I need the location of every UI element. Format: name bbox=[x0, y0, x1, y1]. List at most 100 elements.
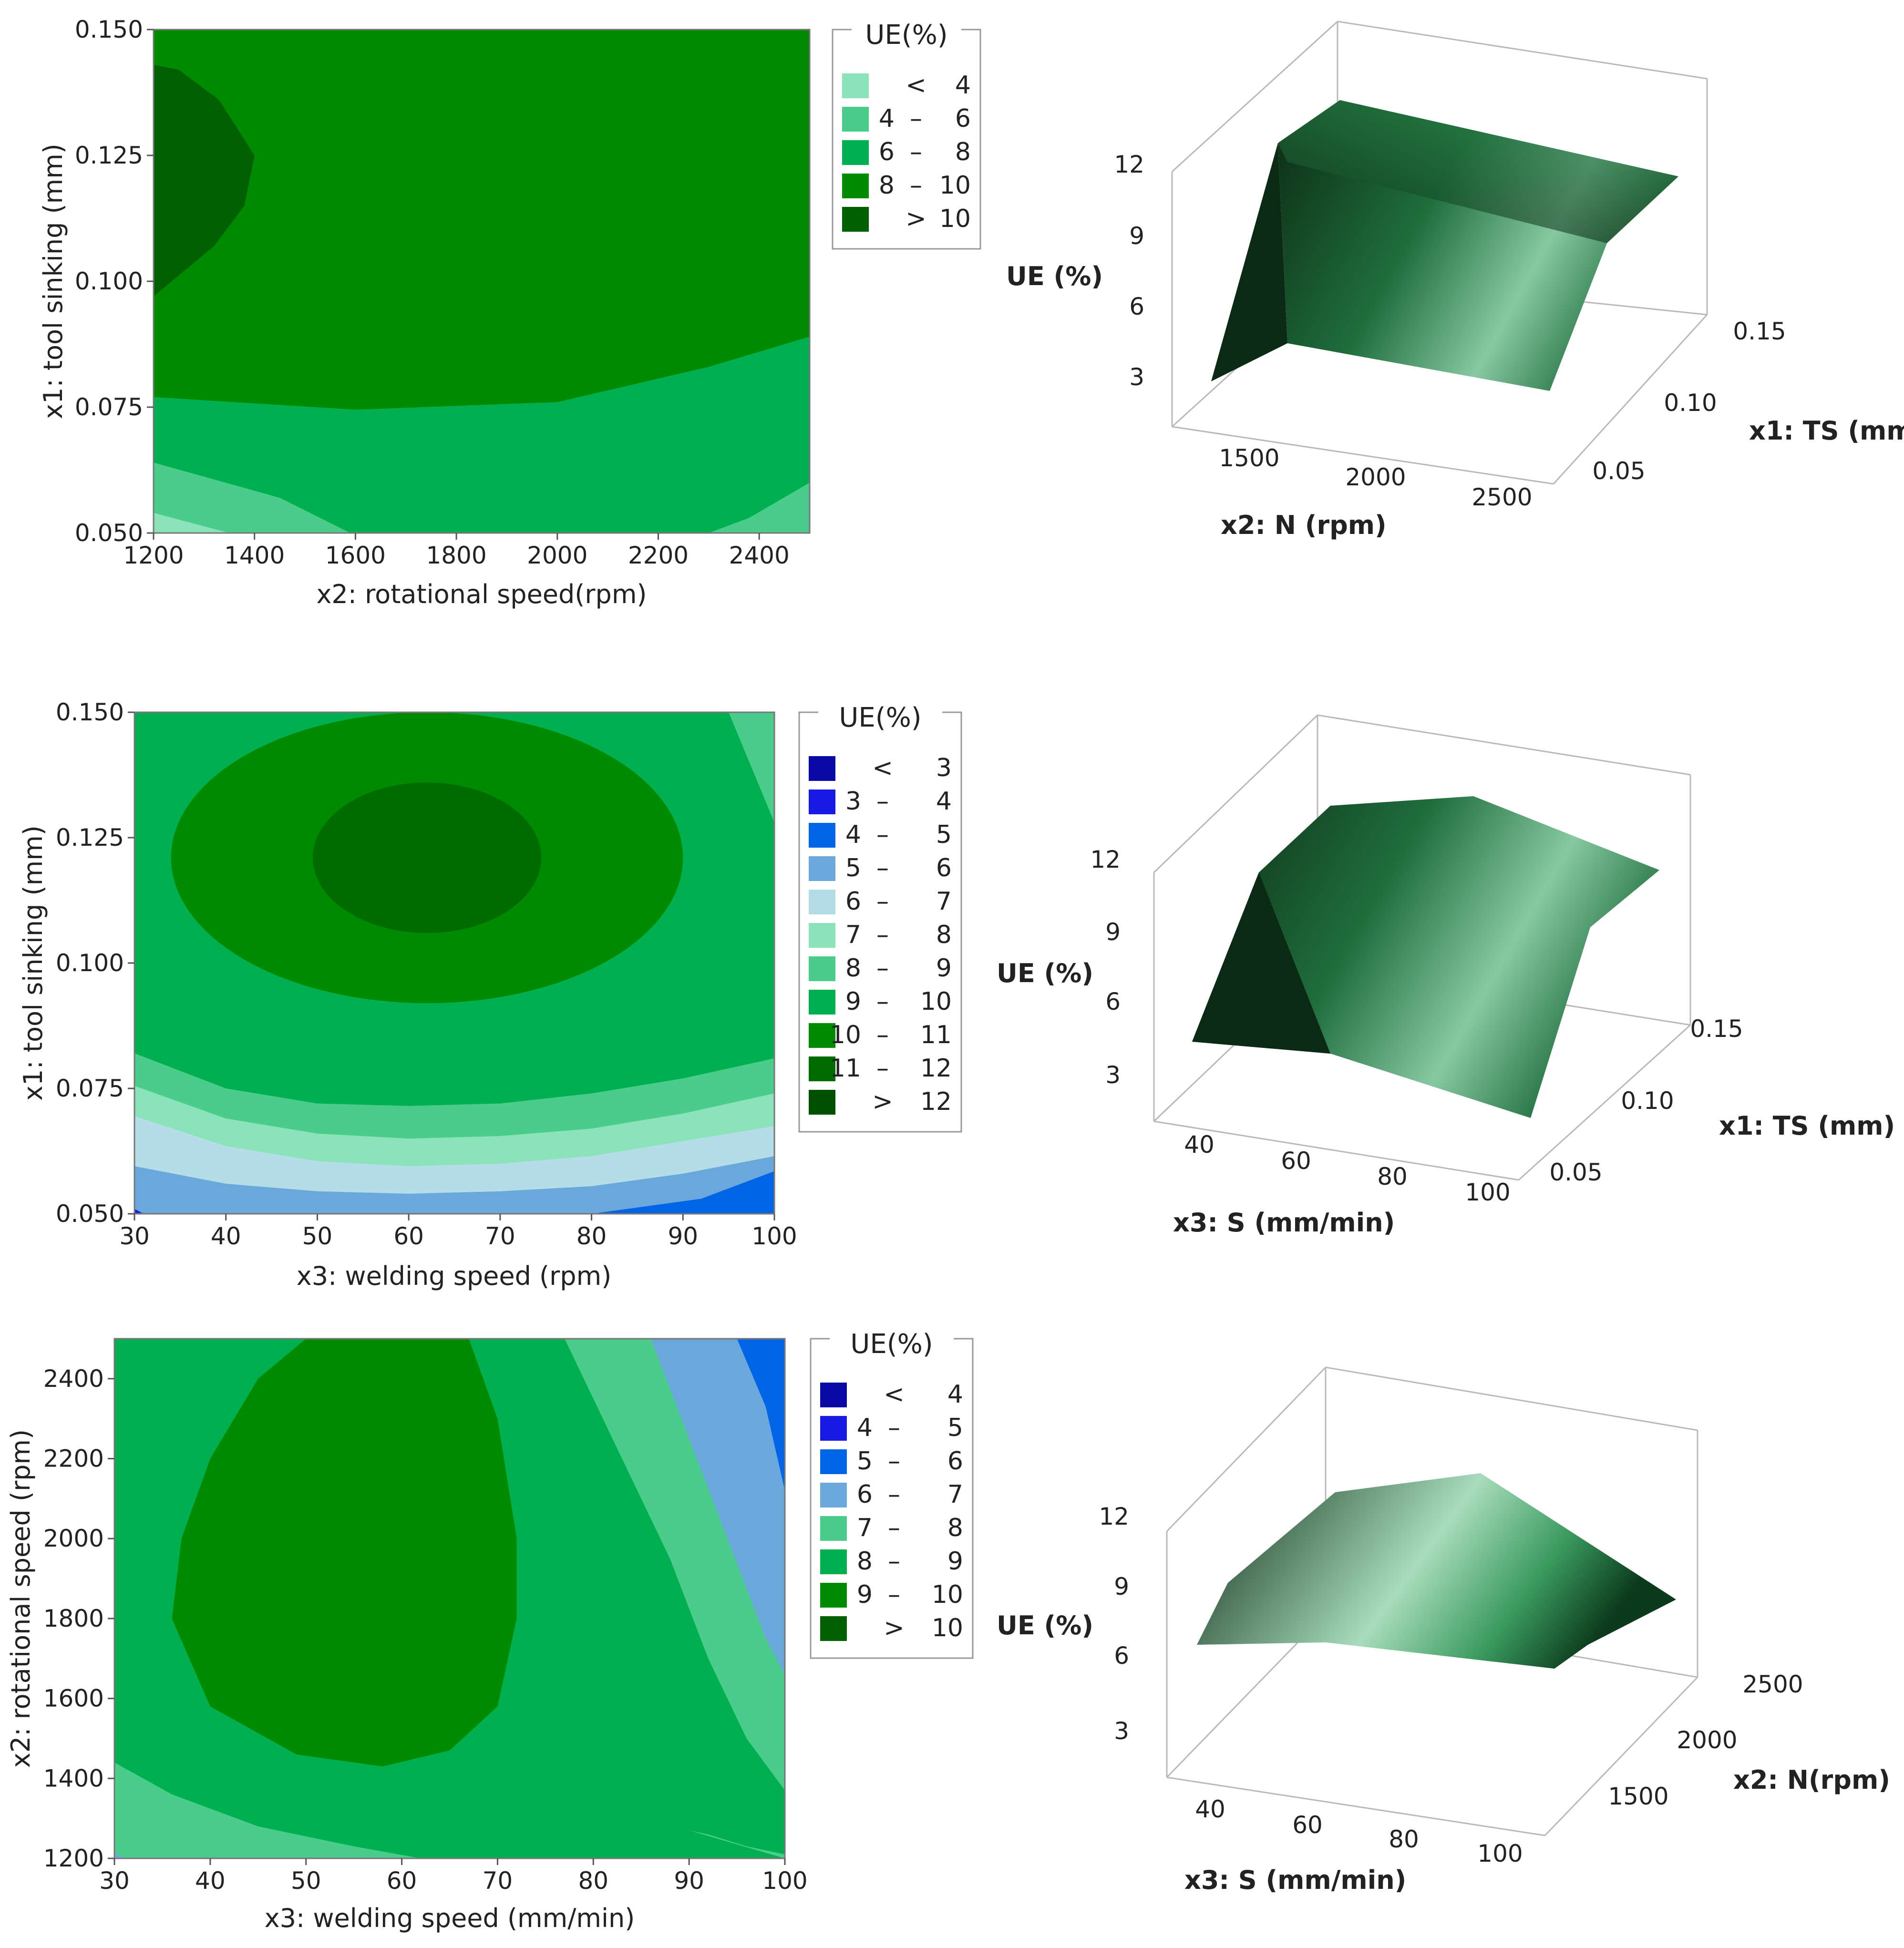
contour2-legend-lo: 7 bbox=[845, 921, 861, 949]
contour3-legend-op: – bbox=[888, 1414, 900, 1442]
contour3-legend-lo: 7 bbox=[857, 1514, 873, 1542]
surface-plot-1: 3 6 9 12 1500 2000 2500 0.05 0.10 0.15 UE (%) x… bbox=[1006, 21, 1904, 540]
surface-xtick-label: 2000 bbox=[1345, 463, 1406, 491]
surface1-zticks: 3 6 9 12 bbox=[1114, 151, 1144, 391]
contour2-legend-swatch bbox=[809, 890, 835, 914]
contour2-legend-swatch bbox=[809, 823, 835, 848]
contour2-legend-lo: 3 bbox=[845, 787, 861, 816]
surface2-zlabel: UE (%) bbox=[997, 958, 1093, 988]
contour2-legend-op: – bbox=[876, 887, 889, 916]
contour1-legend-op: – bbox=[910, 171, 922, 200]
surface-ztick-label: 3 bbox=[1105, 1061, 1121, 1089]
contour2-region-4 bbox=[591, 1171, 774, 1214]
contour1-ytick-label: 0.150 bbox=[75, 16, 143, 43]
surface1-mesh bbox=[1211, 100, 1678, 391]
surface-ztick-label: 3 bbox=[1114, 1717, 1129, 1745]
contour3-yticks: 1200 1400 1600 1800 2000 2200 2400 bbox=[43, 1365, 114, 1872]
contour2-region-5 bbox=[134, 1209, 144, 1214]
surface-xtick-label: 80 bbox=[1389, 1825, 1419, 1853]
contour2-legend-op: – bbox=[876, 921, 889, 949]
contour2-xtick-label: 70 bbox=[485, 1222, 515, 1250]
contour3-legend-hi: 10 bbox=[932, 1614, 963, 1642]
contour2-legend-hi: 8 bbox=[936, 921, 952, 949]
contour2-legend-lo: 5 bbox=[845, 854, 861, 882]
surface-ytick-label: 2500 bbox=[1742, 1671, 1803, 1698]
contour3-legend-title: UE(%) bbox=[850, 1329, 933, 1360]
surface2-xticks: 40 60 80 100 bbox=[1184, 1131, 1511, 1206]
contour3-xtick-label: 90 bbox=[674, 1867, 704, 1895]
surface1-xlabel: x2: N (rpm) bbox=[1221, 510, 1387, 540]
contour2-legend-hi: 7 bbox=[936, 887, 952, 916]
contour3-xtick-label: 30 bbox=[99, 1867, 130, 1895]
contour1-xlabel: x2: rotational speed(rpm) bbox=[316, 579, 647, 609]
contour1-legend-swatch bbox=[842, 73, 869, 98]
contour3-legend-swatch bbox=[820, 1483, 847, 1507]
contour2-legend-frame bbox=[798, 711, 962, 1133]
contour1-legend-op: > bbox=[906, 205, 926, 233]
surface-xtick-label: 60 bbox=[1281, 1147, 1311, 1175]
contour-plot-2: 30 40 50 60 70 80 90 100 0.0500.0750.1000.1250.… bbox=[18, 698, 962, 1291]
contour1-xticks: 1200 1400 1600 1800 2000 2200 2400 bbox=[123, 533, 790, 569]
contour1-legend-lo: 8 bbox=[879, 171, 895, 200]
contour3-legend-lo: 9 bbox=[857, 1580, 873, 1609]
surface3-zticks: 3 6 9 12 bbox=[1099, 1503, 1129, 1745]
surface3-xlabel: x3: S (mm/min) bbox=[1184, 1865, 1406, 1895]
contour3-legend-swatch bbox=[820, 1583, 847, 1608]
contour2-xticks: 30 40 50 60 70 80 90 100 bbox=[119, 1214, 797, 1250]
surface-ytick-label: 0.15 bbox=[1690, 1015, 1743, 1043]
contour2-legend-lo: 10 bbox=[830, 1021, 861, 1049]
surface2-ylabel: x1: TS (mm) bbox=[1719, 1111, 1895, 1141]
contour2-legend-swatch bbox=[809, 1056, 835, 1081]
contour1-ytick-label: 0.125 bbox=[75, 142, 143, 169]
surface2-face-left bbox=[1192, 872, 1330, 1054]
surface-ztick-label: 9 bbox=[1105, 918, 1121, 946]
contour2-legend-op: – bbox=[876, 820, 889, 849]
contour3-legend-hi: 4 bbox=[947, 1380, 963, 1409]
contour3-ytick-label: 2400 bbox=[43, 1365, 104, 1393]
contour3-legend-op: – bbox=[888, 1447, 900, 1476]
contour1-legend-swatch bbox=[842, 174, 869, 198]
contour1-fill bbox=[154, 30, 810, 533]
contour3-legend-swatch bbox=[820, 1449, 847, 1474]
contour2-legend-swatch bbox=[809, 789, 835, 814]
contour1-legend-op: < bbox=[906, 71, 926, 100]
surface-ztick-label: 9 bbox=[1114, 1573, 1129, 1600]
contour3-xtick-label: 60 bbox=[387, 1867, 417, 1895]
contour1-legend-hi: 10 bbox=[939, 205, 971, 233]
contour2-legend-lo: 6 bbox=[845, 887, 861, 916]
contour1-legend: UE(%)< 44–66–88–10> 10 bbox=[832, 20, 981, 250]
surface3-zlabel: UE (%) bbox=[997, 1610, 1093, 1640]
surface1-xticks: 1500 2000 2500 bbox=[1219, 444, 1532, 511]
contour3-legend-swatch bbox=[820, 1516, 847, 1541]
contour3-legend-hi: 8 bbox=[947, 1514, 963, 1542]
contour3-xticks: 30 40 50 60 70 80 90 100 bbox=[99, 1858, 808, 1895]
contour2-band-1 bbox=[312, 782, 542, 933]
contour1-xtick-label: 1400 bbox=[224, 542, 285, 569]
contour3-xtick-label: 40 bbox=[195, 1867, 226, 1895]
surface1-face-front bbox=[1211, 143, 1287, 381]
surface-ytick-label: 0.15 bbox=[1733, 318, 1786, 345]
contour3-legend-lo: 4 bbox=[857, 1414, 873, 1442]
surface-ytick-label: 0.05 bbox=[1592, 457, 1645, 485]
contour3-ytick-label: 2000 bbox=[43, 1525, 104, 1552]
contour2-legend-op: – bbox=[876, 987, 889, 1016]
contour2-xtick-label: 30 bbox=[119, 1222, 150, 1250]
contour3-ytick-label: 1200 bbox=[43, 1845, 104, 1872]
contour3-xtick-label: 70 bbox=[483, 1867, 513, 1895]
contour2-legend-swatch bbox=[809, 990, 835, 1015]
contour2-legend-hi: 6 bbox=[936, 854, 952, 882]
surface-ytick-label: 0.05 bbox=[1549, 1159, 1602, 1186]
contour3-legend-hi: 7 bbox=[947, 1480, 963, 1509]
contour3-legend-hi: 6 bbox=[947, 1447, 963, 1476]
surface-ztick-label: 12 bbox=[1114, 151, 1144, 178]
contour2-legend-op: < bbox=[872, 754, 893, 782]
surface1-ylabel: x1: TS (mm) bbox=[1749, 416, 1904, 446]
contour2-xtick-label: 100 bbox=[751, 1222, 797, 1250]
contour3-region-5 bbox=[114, 1852, 124, 1858]
contour1-xtick-label: 1600 bbox=[325, 542, 386, 569]
contour3-legend-op: < bbox=[884, 1380, 905, 1409]
contour1-xtick-label: 2000 bbox=[527, 542, 587, 569]
contour2-legend-title: UE(%) bbox=[839, 702, 921, 733]
surface-xtick-label: 1500 bbox=[1219, 444, 1279, 472]
